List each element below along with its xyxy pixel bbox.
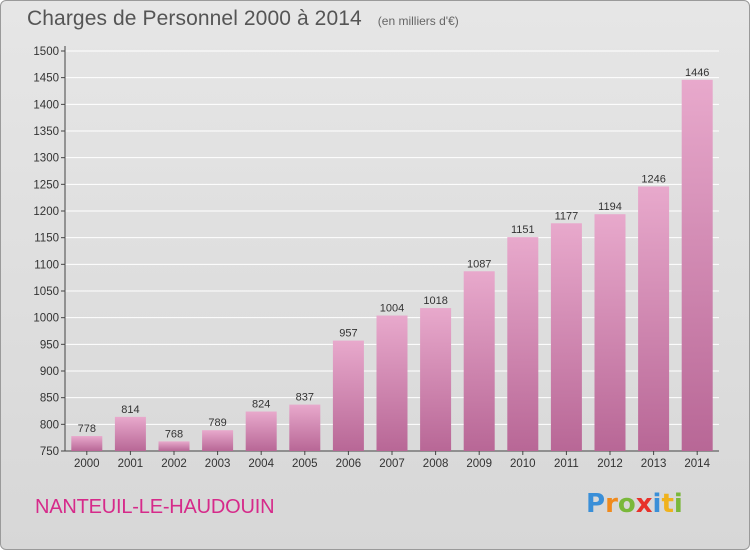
bar-value-label: 1004: [380, 303, 404, 315]
x-tick-label: 2011: [554, 458, 579, 470]
x-tick-label: 2008: [423, 458, 449, 470]
bar-value-label: 778: [78, 423, 96, 435]
bar: [245, 411, 277, 451]
bar-value-label: 1177: [555, 210, 579, 222]
chart-subtitle: (en milliers d'€): [377, 14, 459, 28]
bar: [638, 186, 670, 451]
logo-letter: o: [617, 489, 636, 519]
bar-value-label: 1446: [685, 67, 709, 79]
x-tick-label: 2003: [205, 458, 231, 470]
logo-letter: P: [586, 489, 606, 519]
bar-value-label: 814: [121, 404, 139, 416]
bar: [158, 441, 190, 451]
bars: [71, 79, 713, 452]
y-tick-label: 1450: [33, 73, 59, 85]
title-row: Charges de Personnel 2000 à 2014 (en mil…: [27, 7, 459, 31]
x-tick-label: 2014: [684, 458, 710, 470]
y-tick-label: 1100: [34, 259, 59, 271]
y-tick-label: 1150: [34, 233, 59, 245]
bar: [114, 416, 146, 451]
y-tick-label: 1500: [33, 46, 59, 58]
bar: [376, 315, 408, 451]
y-tick-label: 850: [40, 393, 59, 405]
logo-letter: t: [661, 489, 674, 519]
bar-value-label: 768: [165, 428, 183, 440]
y-tick-label: 800: [40, 419, 59, 431]
x-tick-label: 2006: [336, 458, 362, 470]
y-tick-label: 1000: [33, 313, 59, 325]
bar-value-label: 789: [208, 417, 226, 429]
bar-value-label: 1246: [641, 173, 665, 185]
logo-letter: i: [652, 489, 662, 519]
commune-name: NANTEUIL-LE-HAUDOUIN: [35, 496, 275, 518]
y-tick-label: 1250: [33, 179, 59, 191]
proxiti-logo[interactable]: Proxiti: [586, 489, 683, 519]
bar-value-label: 837: [296, 392, 314, 404]
bar-value-label: 1018: [423, 295, 447, 307]
x-tick-label: 2000: [74, 458, 100, 470]
x-tick-label: 2002: [161, 458, 187, 470]
y-tick-label: 1200: [33, 206, 59, 218]
bar: [332, 340, 364, 451]
bar: [594, 214, 626, 451]
y-tick-label: 750: [40, 446, 59, 458]
bar: [507, 237, 539, 451]
bar-value-label: 1194: [598, 201, 622, 213]
bar: [202, 430, 234, 451]
x-tick-label: 2004: [248, 458, 274, 470]
bar: [550, 223, 582, 451]
y-tick-label: 1350: [33, 126, 59, 138]
logo-letter: i: [673, 489, 683, 519]
chart-title: Charges de Personnel 2000 à 2014: [27, 7, 362, 30]
x-tick-label: 2010: [510, 458, 536, 470]
x-tick-label: 2009: [466, 458, 492, 470]
x-tick-label: 2001: [118, 458, 144, 470]
labels: 750 800 850 900 950 1000 1050 1100 1150 1200 1250 1…: [33, 46, 710, 470]
logo-letter: r: [605, 489, 618, 519]
y-tick-label: 1300: [33, 153, 59, 165]
bar: [71, 436, 103, 451]
bar-value-label: 824: [252, 399, 270, 411]
bar: [681, 79, 713, 452]
bar-value-label: 1151: [511, 224, 535, 236]
logo-letter: x: [635, 489, 653, 519]
x-tick-label: 2005: [292, 458, 318, 470]
y-tick-label: 950: [40, 339, 59, 351]
bar: [420, 308, 452, 451]
bar-value-label: 957: [339, 328, 357, 340]
x-tick-label: 2012: [597, 458, 623, 470]
y-tick-label: 1050: [33, 286, 59, 298]
bar-value-label: 1087: [467, 258, 491, 270]
y-tick-label: 1400: [33, 99, 59, 111]
bar: [463, 271, 495, 451]
bar: [289, 404, 321, 451]
x-tick-label: 2007: [379, 458, 405, 470]
y-tick-label: 900: [40, 366, 59, 378]
x-tick-label: 2013: [641, 458, 667, 470]
